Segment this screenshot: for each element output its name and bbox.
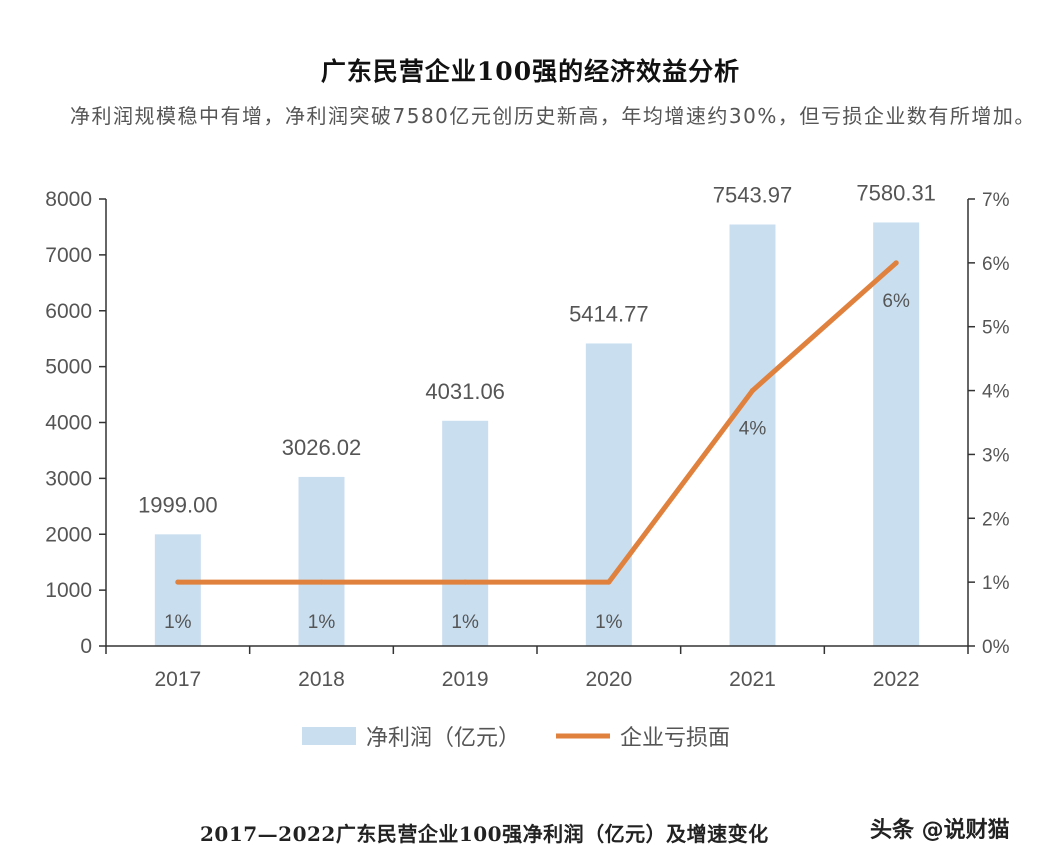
bar-2020 [585, 343, 632, 646]
loss-rate-label-2017: 1% [164, 612, 192, 633]
bar-2022 [873, 222, 920, 646]
left-tick-label-5000: 5000 [45, 356, 92, 379]
right-tick-label-6: 6% [982, 254, 1010, 275]
bar-value-label-2022: 7580.31 [856, 180, 936, 205]
article-title: 广东民营企业100强的经济效益分析 [320, 57, 741, 86]
x-tick-label-2018: 2018 [298, 668, 345, 691]
loss-rate-line [175, 260, 899, 585]
bar-value-label-2019: 4031.06 [425, 379, 505, 404]
left-tick-label-4000: 4000 [45, 412, 92, 435]
right-tick-label-0: 0% [982, 637, 1010, 658]
chart-caption: 2017—2022广东民营企业100强净利润（亿元）及增速变化 [200, 822, 769, 846]
loss-rate-point-2022 [893, 260, 899, 266]
loss-rate-label-2022: 6% [882, 291, 910, 312]
right-tick-label-1: 1% [982, 573, 1010, 594]
bar-value-label-2021: 7543.97 [713, 182, 793, 207]
left-tick-label-6000: 6000 [45, 300, 92, 323]
loss-rate-point-2017 [175, 579, 181, 585]
loss-rate-point-2018 [319, 579, 324, 585]
right-tick-label-7: 7% [982, 190, 1010, 211]
bar-2021 [729, 224, 776, 646]
right-tick-label-5: 5% [982, 318, 1010, 339]
x-tick-label-2022: 2022 [873, 668, 920, 691]
left-tick-label-1000: 1000 [45, 579, 92, 602]
right-tick-label-2: 2% [982, 509, 1010, 530]
bar-2019 [442, 420, 489, 646]
loss-rate-label-2021: 4% [739, 419, 767, 440]
loss-rate-label-2018: 1% [308, 612, 336, 633]
x-tick-label-2017: 2017 [154, 668, 201, 691]
x-tick-label-2019: 2019 [442, 668, 489, 691]
loss-rate-label-2019: 1% [451, 612, 479, 633]
left-tick-label-3000: 3000 [45, 467, 92, 490]
bar-value-label-2018: 3026.02 [282, 435, 362, 460]
combo-chart: 1999.00 3026.02 4031.06 5414.77 7543.97 7580.… [45, 180, 1010, 751]
legend-bar-label: 净利润（亿元） [366, 726, 520, 751]
loss-rate-point-2019 [462, 579, 468, 585]
loss-rate-point-2020 [606, 579, 612, 585]
x-tick-label-2021: 2021 [729, 668, 776, 691]
bar-2018 [298, 476, 345, 646]
loss-rate-point-2021 [750, 388, 755, 394]
watermark: 头条 @说财猫 [870, 818, 1010, 843]
left-tick-label-7000: 7000 [45, 244, 92, 267]
right-tick-label-3: 3% [982, 445, 1010, 466]
left-tick-label-2000: 2000 [45, 523, 92, 546]
left-tick-label-8000: 8000 [45, 188, 92, 211]
bar-value-label-2020: 5414.77 [569, 301, 649, 326]
legend-bar-swatch [302, 727, 356, 745]
article-intro: 净利润规模稳中有增，净利润突破7580亿元创历史新高，年均增速约30%，但亏损企… [70, 104, 1036, 128]
legend-line-label: 企业亏损面 [620, 726, 730, 751]
left-tick-label-0: 0 [80, 635, 92, 658]
right-tick-label-4: 4% [982, 382, 1010, 403]
bar-2017 [154, 534, 201, 646]
bar-value-label-2017: 1999.00 [138, 492, 218, 517]
loss-rate-label-2020: 1% [595, 612, 623, 633]
x-tick-label-2020: 2020 [585, 668, 632, 691]
